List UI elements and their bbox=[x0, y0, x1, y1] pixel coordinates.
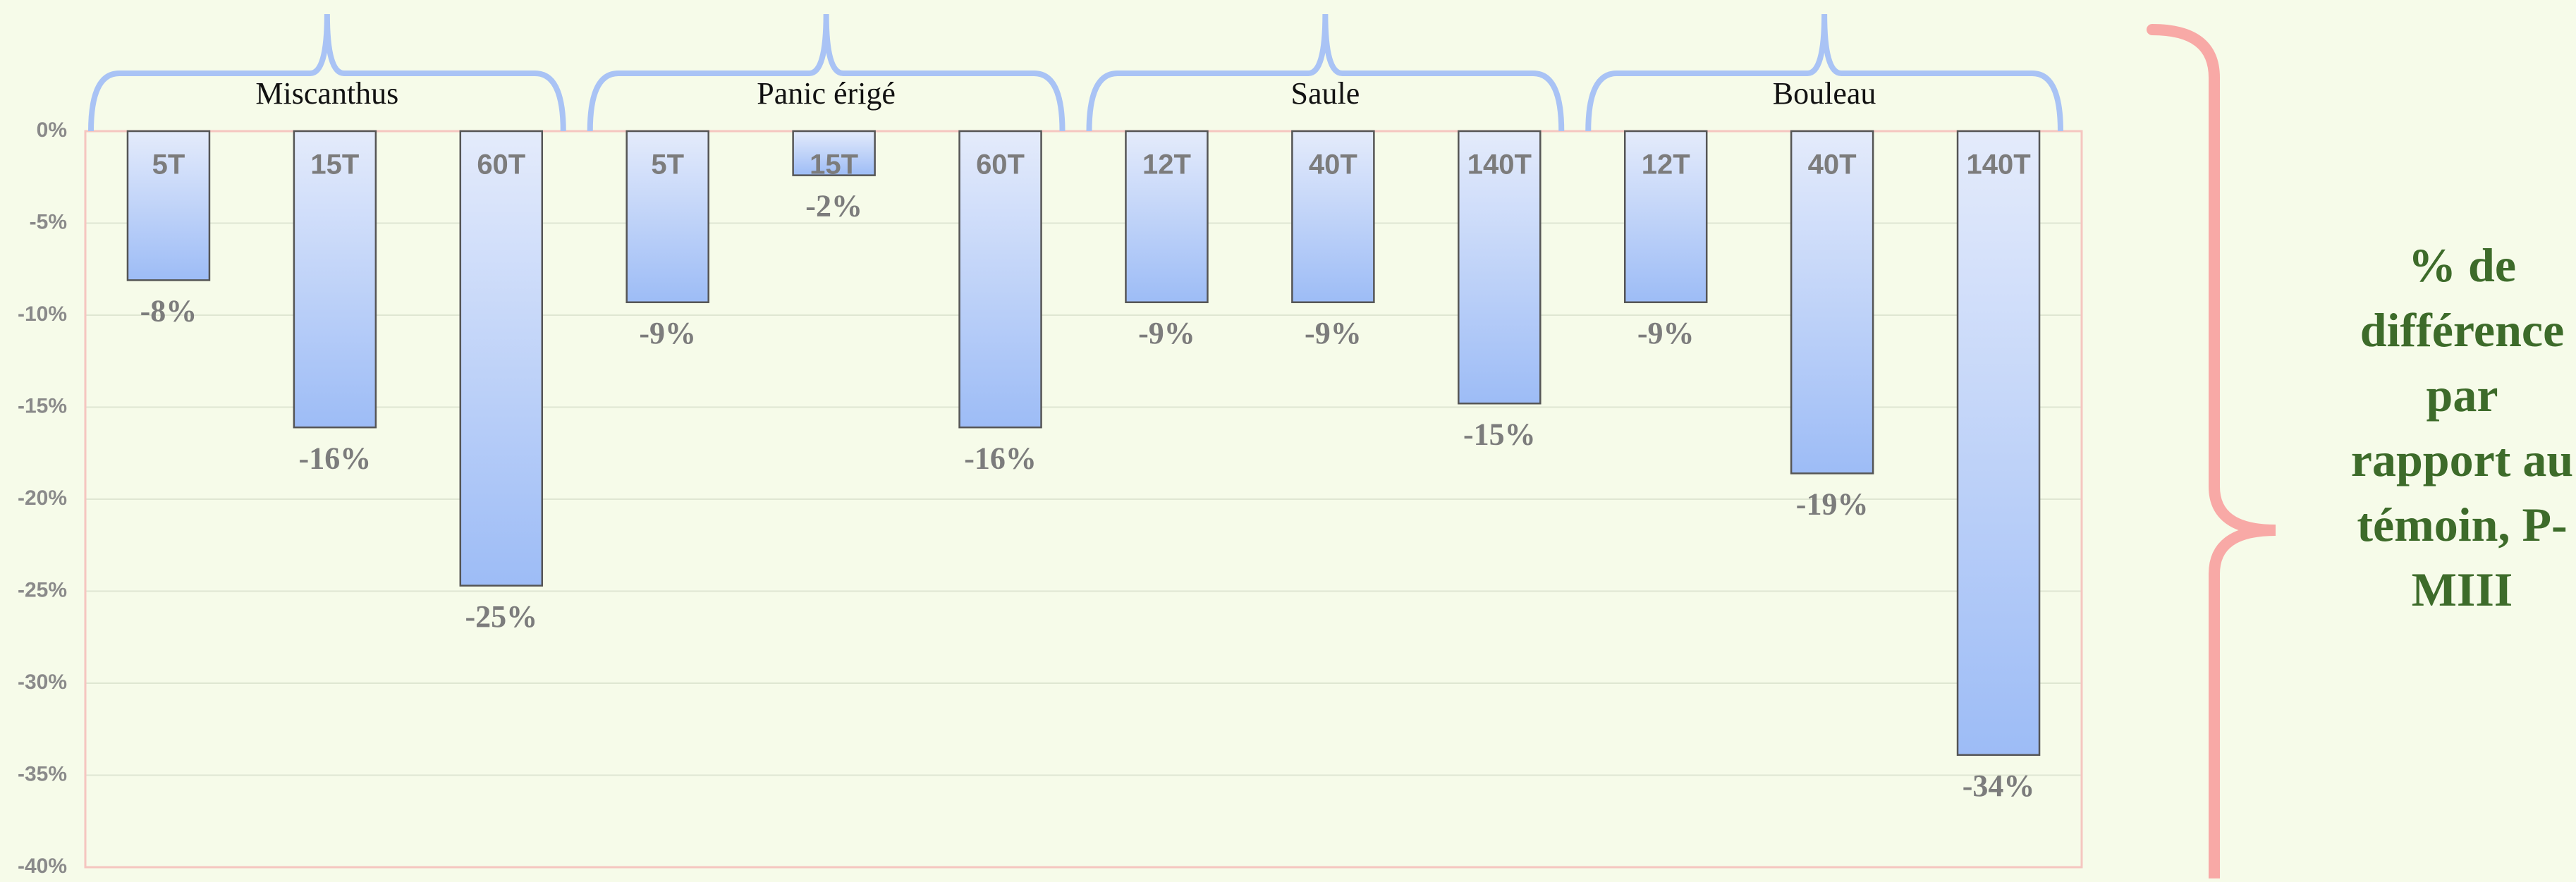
value-label: -16% bbox=[964, 441, 1037, 475]
bar bbox=[459, 130, 544, 587]
bar bbox=[1291, 130, 1375, 303]
value-label: -9% bbox=[1637, 316, 1695, 350]
y-tick-label: -25% bbox=[18, 578, 67, 601]
value-label: -9% bbox=[1138, 316, 1195, 350]
x-tick-label: 40T bbox=[1808, 149, 1857, 180]
x-tick-label: 140T bbox=[1467, 149, 1532, 180]
value-label: -9% bbox=[639, 316, 696, 350]
value-label: -34% bbox=[1962, 768, 2035, 803]
group-brace bbox=[1086, 13, 1565, 132]
group-brace bbox=[1585, 13, 2063, 132]
bar bbox=[1956, 130, 2041, 757]
bar bbox=[293, 130, 377, 429]
x-tick-label: 12T bbox=[1142, 149, 1191, 180]
y-tick-label: -35% bbox=[18, 762, 67, 785]
value-label: -19% bbox=[1796, 487, 1869, 522]
right-brace bbox=[2147, 24, 2276, 882]
x-tick-label: 60T bbox=[477, 149, 525, 180]
bar bbox=[126, 130, 211, 281]
bar bbox=[1790, 130, 1874, 474]
group-label: Miscanthus bbox=[255, 76, 398, 111]
value-label: -2% bbox=[805, 189, 862, 223]
x-tick-label: 5T bbox=[651, 149, 684, 180]
group-label: Bouleau bbox=[1773, 76, 1876, 111]
value-label: -25% bbox=[465, 599, 537, 634]
group-label: Panic érigé bbox=[757, 76, 896, 111]
plot-border bbox=[84, 130, 2083, 869]
x-tick-label: 15T bbox=[810, 149, 858, 180]
bar bbox=[1458, 130, 1542, 405]
bar bbox=[1125, 130, 1209, 303]
group-brace bbox=[88, 13, 566, 132]
x-tick-label: 40T bbox=[1309, 149, 1357, 180]
value-label: -8% bbox=[140, 294, 197, 329]
value-label: -16% bbox=[299, 441, 372, 475]
bar bbox=[1623, 130, 1708, 303]
group-brace bbox=[587, 13, 1066, 132]
y-tick-label: 0% bbox=[37, 118, 67, 142]
x-tick-label: 140T bbox=[1966, 149, 2030, 180]
bar bbox=[792, 130, 876, 176]
y-tick-label: -20% bbox=[18, 486, 67, 510]
x-tick-label: 60T bbox=[976, 149, 1025, 180]
y-tick-label: -5% bbox=[30, 210, 67, 233]
y-tick-label: -10% bbox=[18, 302, 67, 326]
value-label: -15% bbox=[1463, 417, 1536, 451]
bar bbox=[958, 130, 1042, 429]
x-tick-label: 12T bbox=[1642, 149, 1690, 180]
x-tick-label: 5T bbox=[152, 149, 185, 180]
x-tick-label: 15T bbox=[310, 149, 359, 180]
bar bbox=[625, 130, 709, 303]
y-tick-label: -15% bbox=[18, 394, 67, 417]
annotation: % de différence par rapport au témoin, P… bbox=[2350, 238, 2574, 616]
group-label: Saule bbox=[1290, 76, 1360, 111]
value-label: -9% bbox=[1305, 316, 1362, 350]
y-tick-label: -40% bbox=[18, 855, 67, 878]
y-tick-label: -30% bbox=[18, 670, 67, 694]
